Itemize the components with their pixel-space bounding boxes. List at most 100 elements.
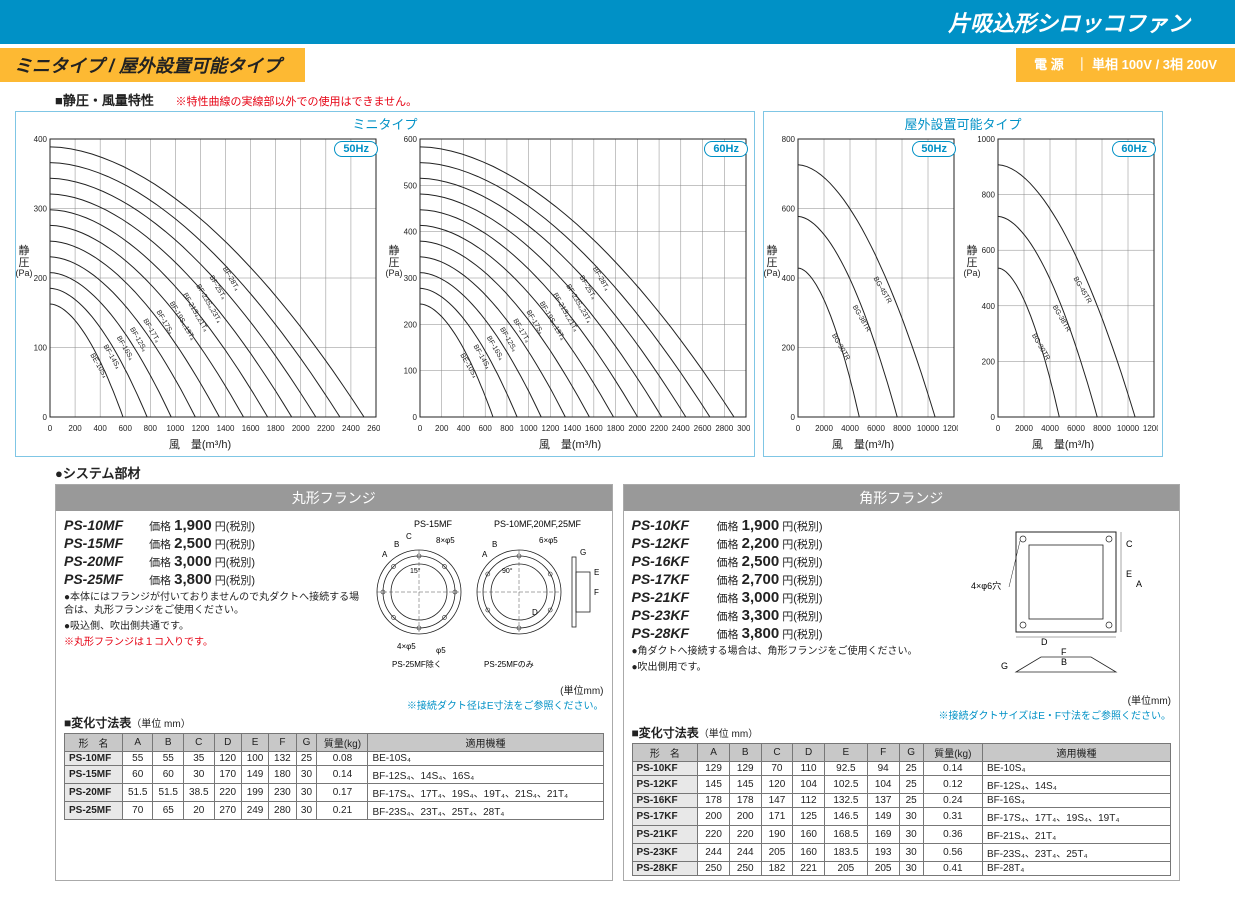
svg-text:200: 200 bbox=[982, 357, 996, 366]
price-label: 価格 bbox=[149, 539, 171, 551]
hz-badge-60: 60Hz bbox=[704, 141, 748, 157]
round-flange-diagram: PS-15MFPS-10MF,20MF,25MF8×φ54×φ5φ5ABC15°… bbox=[374, 517, 604, 677]
svg-text:2200: 2200 bbox=[650, 424, 668, 433]
svg-text:E: E bbox=[1126, 569, 1132, 579]
svg-text:BF-17S₄: BF-17S₄ bbox=[155, 309, 174, 336]
table-cell: 137 bbox=[867, 794, 899, 808]
table-row: PS-23KF244244205160183.5193300.56BF-23S₄… bbox=[632, 844, 1171, 862]
table-cell: 30 bbox=[899, 826, 923, 844]
price-value: 2,500 bbox=[174, 535, 212, 552]
svg-text:1000: 1000 bbox=[520, 424, 538, 433]
svg-text:6000: 6000 bbox=[867, 424, 885, 433]
price-value: 3,800 bbox=[174, 571, 212, 588]
price-code: PS-17KF bbox=[632, 571, 714, 587]
price-value: 3,800 bbox=[742, 625, 780, 642]
price-label: 価格 bbox=[149, 575, 171, 587]
table-cell: 145 bbox=[729, 776, 761, 794]
svg-text:B: B bbox=[492, 540, 497, 549]
table-cell: 178 bbox=[729, 794, 761, 808]
price-row: PS-16KF 価格 2,500 円(税別) bbox=[632, 553, 918, 570]
table-cell: 147 bbox=[761, 794, 793, 808]
chart-group-outdoor: 屋外設置可能タイプ 50Hz 静圧(Pa) 020004000600080001… bbox=[763, 111, 1163, 457]
price-yen: 円(税別) bbox=[782, 629, 822, 641]
svg-text:200: 200 bbox=[68, 424, 82, 433]
chart-section-title: ■静圧・風量特性 ※特性曲線の実線部以外での使用はできません。 bbox=[55, 90, 1235, 109]
price-label: 価格 bbox=[717, 629, 739, 641]
chart-group-outdoor-title: 屋外設置可能タイプ bbox=[768, 114, 1158, 133]
svg-text:4×φ6穴: 4×φ6穴 bbox=[971, 580, 1001, 591]
chart-svg-out60: 0200040006000800010000120000200400600800… bbox=[968, 135, 1158, 435]
svg-text:1200: 1200 bbox=[192, 424, 210, 433]
svg-text:PS-25MFのみ: PS-25MFのみ bbox=[484, 660, 534, 669]
table-cell: BF-23S₄、23T₄、25T₄、28T₄ bbox=[368, 802, 603, 820]
table-cell: 100 bbox=[241, 752, 268, 766]
svg-text:G: G bbox=[1001, 661, 1008, 671]
table-cell: PS-25MF bbox=[65, 802, 123, 820]
x-axis-label: 風 量(m³/h) bbox=[768, 436, 958, 452]
svg-text:0: 0 bbox=[43, 413, 48, 422]
svg-text:800: 800 bbox=[144, 424, 158, 433]
svg-text:10000: 10000 bbox=[1117, 424, 1140, 433]
svg-text:G: G bbox=[580, 548, 586, 557]
table-cell: PS-16KF bbox=[632, 794, 698, 808]
y-axis-label: 静圧(Pa) bbox=[962, 245, 982, 279]
panel1-dim-title: ■変化寸法表 bbox=[64, 716, 131, 730]
svg-text:2000: 2000 bbox=[628, 424, 646, 433]
table-cell: 55 bbox=[122, 752, 153, 766]
svg-text:800: 800 bbox=[982, 191, 996, 200]
price-row: PS-12KF 価格 2,200 円(税別) bbox=[632, 535, 918, 552]
table-header: D bbox=[793, 744, 825, 762]
price-value: 2,500 bbox=[742, 553, 780, 570]
chart-svg-mini50: 0200400600800100012001400160018002000220… bbox=[20, 135, 380, 435]
svg-text:φ5: φ5 bbox=[436, 646, 446, 655]
svg-text:1000: 1000 bbox=[166, 424, 184, 433]
panel2-price-list: PS-10KF 価格 1,900 円(税別)PS-12KF 価格 2,200 円… bbox=[632, 517, 918, 642]
table-row: PS-10MF555535120100132250.08BE-10S₄ bbox=[65, 752, 604, 766]
table-cell: 0.08 bbox=[317, 752, 368, 766]
svg-text:BG-30TR: BG-30TR bbox=[1030, 333, 1051, 362]
table-cell: 168.5 bbox=[824, 826, 867, 844]
svg-text:BF-25T₄: BF-25T₄ bbox=[208, 275, 227, 301]
table-cell: 55 bbox=[153, 752, 184, 766]
table-header: E bbox=[824, 744, 867, 762]
table-cell: 0.21 bbox=[317, 802, 368, 820]
table-header: G bbox=[296, 734, 317, 752]
svg-text:15°: 15° bbox=[410, 567, 421, 575]
chart-out-50hz: 50Hz 静圧(Pa) 0200040006000800010000120000… bbox=[768, 135, 958, 452]
svg-text:A: A bbox=[482, 550, 488, 559]
table-row: PS-20MF51.551.538.5220199230300.17BF-17S… bbox=[65, 784, 604, 802]
panel1-note2: ●吸込側、吹出側共通です。 bbox=[64, 620, 364, 633]
svg-text:A: A bbox=[382, 550, 388, 559]
y-axis-label: 静圧(Pa) bbox=[762, 245, 782, 279]
svg-text:1600: 1600 bbox=[242, 424, 260, 433]
panels-container: 丸形フランジ PS-10MF 価格 1,900 円(税別)PS-15MF 価格 … bbox=[0, 484, 1235, 891]
table-cell: 120 bbox=[214, 752, 241, 766]
table-cell: 200 bbox=[729, 808, 761, 826]
table-cell: 102.5 bbox=[824, 776, 867, 794]
price-code: PS-15MF bbox=[64, 535, 146, 551]
panel-round-flange: 丸形フランジ PS-10MF 価格 1,900 円(税別)PS-15MF 価格 … bbox=[55, 484, 613, 881]
table-cell: 120 bbox=[761, 776, 793, 794]
panel2-diagram: 4×φ6穴CEADFBG (単位mm) bbox=[971, 517, 1171, 707]
table-cell: 230 bbox=[269, 784, 296, 802]
panel2-title: 角形フランジ bbox=[624, 485, 1180, 511]
panel1-note-red: ※丸形フランジは１コ入りです。 bbox=[64, 633, 364, 648]
table-cell: PS-10MF bbox=[65, 752, 123, 766]
table-cell: 170 bbox=[214, 766, 241, 784]
panel1-dim-note: ※接続ダクト径はE寸法をご参照ください。 bbox=[64, 697, 604, 712]
svg-text:0: 0 bbox=[48, 424, 53, 433]
table-cell: 146.5 bbox=[824, 808, 867, 826]
svg-text:1400: 1400 bbox=[563, 424, 581, 433]
table-row: PS-17KF200200171125146.5149300.31BF-17S₄… bbox=[632, 808, 1171, 826]
price-yen: 円(税別) bbox=[782, 593, 822, 605]
table-cell: 70 bbox=[761, 762, 793, 776]
svg-text:1400: 1400 bbox=[217, 424, 235, 433]
system-parts-title: ●システム部材 bbox=[55, 463, 1235, 482]
svg-text:800: 800 bbox=[782, 135, 796, 144]
table-cell: 221 bbox=[793, 862, 825, 876]
table-cell: BF-23S₄、23T₄、25T₄ bbox=[982, 844, 1170, 862]
table-cell: 220 bbox=[698, 826, 730, 844]
price-row: PS-21KF 価格 3,000 円(税別) bbox=[632, 589, 918, 606]
svg-text:BG-38TR: BG-38TR bbox=[851, 304, 872, 333]
square-flange-diagram: 4×φ6穴CEADFBG bbox=[971, 517, 1171, 687]
